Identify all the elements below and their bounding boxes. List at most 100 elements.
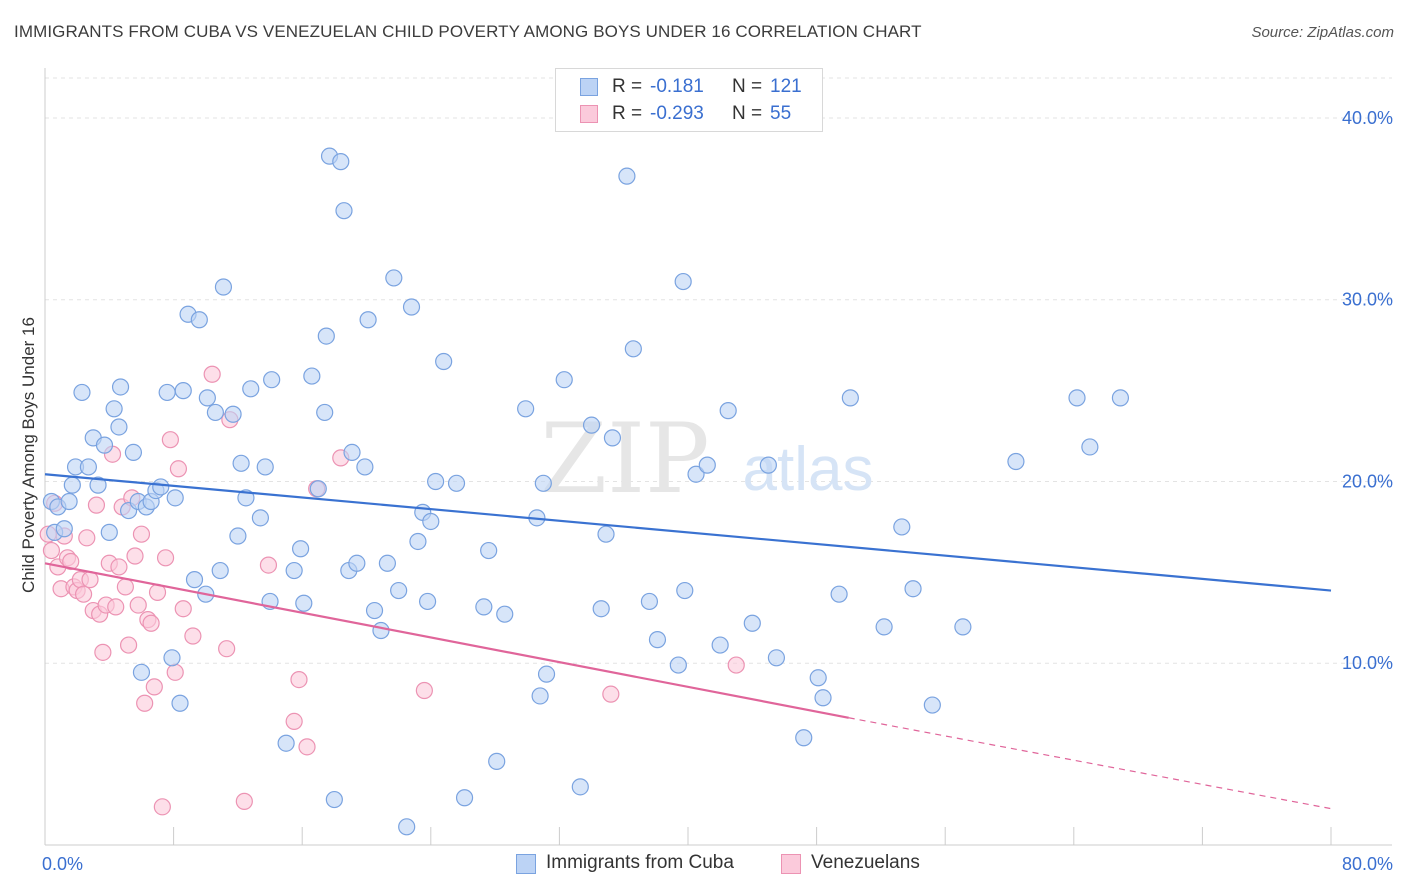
venezuelans-point: [87, 496, 106, 514]
cuba-point: [674, 272, 692, 291]
cuba-point: [100, 523, 118, 541]
cuba-point: [166, 489, 184, 507]
cuba-point: [402, 298, 421, 316]
venezuelans-point: [110, 558, 128, 576]
venezuelans-point: [203, 365, 221, 383]
venezuelans-point: [415, 681, 433, 700]
venezuelans-legend-swatch: [781, 854, 801, 874]
cuba-point: [124, 443, 143, 462]
venezuelans-point: [259, 556, 278, 574]
cuba-point: [348, 554, 366, 572]
cuba-point: [295, 594, 313, 612]
cuba-point: [759, 456, 777, 474]
y-tick-label: 10.0%: [1342, 653, 1393, 673]
cuba-point: [229, 527, 247, 545]
cuba-point: [719, 402, 737, 420]
cuba-point: [571, 778, 589, 796]
venezuelans-point: [298, 738, 316, 756]
cuba-points: [42, 147, 1130, 836]
venezuelans-point: [145, 678, 163, 696]
r-label: R =: [612, 103, 643, 124]
cuba-n-value: 121: [770, 76, 802, 97]
venezuelans-point: [161, 431, 179, 449]
cuba-point: [79, 458, 98, 476]
watermark-zip: ZIP: [540, 403, 709, 515]
cuba-point: [211, 561, 229, 580]
cuba-point: [132, 663, 151, 681]
cuba-point: [214, 278, 233, 296]
venezuelans-point: [156, 549, 175, 567]
cuba-point: [390, 581, 408, 600]
venezuelans-legend-label: Venezuelans: [811, 852, 920, 873]
venezuelans-point: [78, 529, 96, 547]
y-axis-label: Child Poverty Among Boys Under 16: [19, 317, 38, 593]
cuba-trend-line: [44, 473, 1332, 592]
cuba-point: [325, 790, 343, 809]
cuba-point: [317, 327, 335, 345]
venezuelans-trend-extension: [848, 717, 1332, 810]
cuba-point: [359, 311, 377, 329]
r-label: R =: [612, 76, 643, 97]
venezuelans-r-value: -0.293: [650, 103, 704, 124]
venezuelans-point: [62, 552, 80, 571]
venezuelans-point: [42, 541, 61, 560]
cuba-point: [1068, 389, 1086, 407]
cuba-point: [206, 403, 224, 422]
cuba-point: [669, 656, 687, 674]
cuba-point: [455, 789, 474, 807]
cuba-swatch: [580, 78, 598, 96]
venezuelans-point: [142, 614, 160, 632]
venezuelans-trend-line: [44, 562, 849, 719]
cuba-point: [110, 418, 128, 436]
cuba-point: [60, 492, 78, 511]
cuba-point: [242, 380, 260, 398]
cuba-point: [158, 383, 176, 402]
cuba-point: [648, 631, 667, 649]
venezuelans-point: [136, 694, 154, 712]
cuba-point: [767, 649, 786, 667]
cuba-point: [624, 340, 642, 358]
venezuelans-point: [94, 643, 112, 661]
stats-legend: R = -0.181 N = 121 R = -0.293 N = 55: [555, 68, 823, 132]
cuba-point: [904, 580, 922, 598]
cuba-point: [618, 167, 636, 185]
venezuelans-point: [285, 712, 303, 731]
cuba-point: [743, 614, 761, 632]
cuba-point: [875, 618, 893, 636]
cuba-point: [409, 532, 427, 551]
cuba-point: [316, 403, 334, 422]
cuba-point: [893, 518, 911, 536]
cuba-point: [365, 601, 384, 620]
venezuelans-point: [132, 525, 151, 543]
y-tick-label: 40.0%: [1342, 108, 1393, 128]
cuba-point: [603, 429, 622, 447]
cuba-point: [447, 474, 466, 492]
cuba-point: [517, 400, 535, 418]
cuba-point: [555, 371, 573, 389]
cuba-point: [256, 458, 274, 476]
cuba-point: [378, 554, 396, 572]
venezuelans-point: [153, 798, 171, 816]
cuba-point: [531, 687, 549, 705]
cuba-point: [285, 561, 303, 580]
cuba-point: [698, 456, 716, 474]
cuba-point: [475, 598, 493, 616]
cuba-point: [496, 605, 514, 623]
cuba-point: [923, 696, 941, 714]
venezuelans-point: [218, 640, 236, 658]
cuba-point: [73, 383, 91, 402]
venezuelans-point: [116, 578, 134, 596]
venezuelans-point: [727, 656, 745, 674]
cuba-legend-label: Immigrants from Cuba: [546, 852, 734, 873]
cuba-point: [356, 458, 374, 476]
venezuelans-point: [129, 596, 147, 614]
cuba-point: [1007, 452, 1025, 471]
cuba-point: [592, 600, 610, 618]
cuba-point: [1111, 389, 1130, 407]
cuba-point: [152, 478, 170, 496]
venezuelans-point: [290, 671, 308, 689]
cuba-point: [954, 618, 972, 636]
cuba-point: [488, 752, 506, 770]
y-tick-label: 20.0%: [1342, 471, 1393, 491]
cuba-point: [343, 443, 361, 462]
